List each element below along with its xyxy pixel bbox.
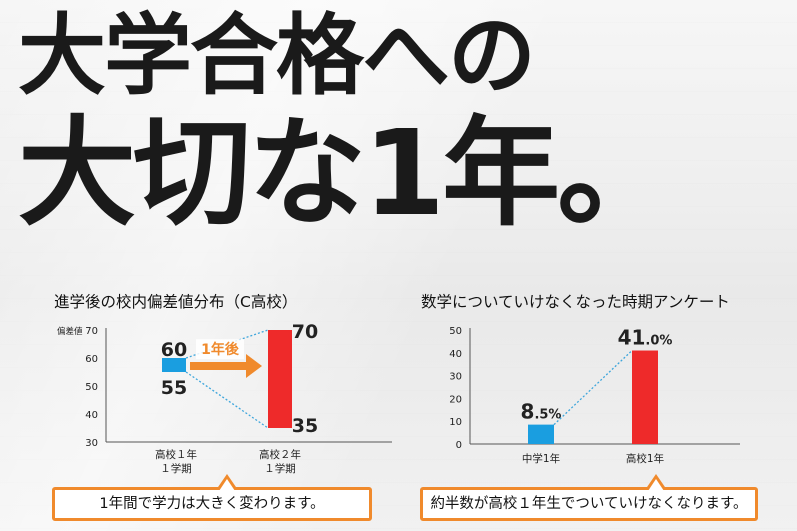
range-bar-year1 — [162, 358, 186, 372]
survey-bar-high-school-1 — [632, 350, 658, 444]
left-y-tick-label: 40 — [85, 410, 98, 421]
left-y-tick-label: 60 — [85, 354, 98, 365]
headline-line-2: 大切な1年。 — [18, 104, 675, 242]
survey-value-label-junior-high-1: 8.5% — [521, 400, 562, 424]
headline-line-1: 大学合格への — [18, 4, 536, 107]
left-category-label: 高校１年 — [155, 448, 197, 461]
right-y-tick-label: 50 — [449, 326, 462, 337]
connector-high — [185, 329, 269, 359]
arrow-label: 1年後 — [201, 341, 240, 358]
callout-left: 1年間で学力は大きく変わります。 — [52, 474, 372, 521]
label-year2-high: 70 — [292, 321, 318, 343]
growth-arrow-head — [246, 354, 262, 378]
right-y-tick-label: 0 — [456, 440, 462, 451]
right-category-label: 中学1年 — [522, 452, 560, 465]
connector-low — [185, 371, 269, 429]
growth-arrow-shaft — [190, 362, 248, 370]
right-y-tick-label: 40 — [449, 349, 462, 360]
left-category-label: 高校２年 — [259, 448, 301, 461]
label-year2-low: 35 — [292, 415, 318, 437]
left-category-label: １学期 — [160, 462, 192, 475]
right-y-tick-label: 10 — [449, 417, 462, 428]
right-category-label: 高校1年 — [626, 452, 664, 465]
left-y-tick-label: 70 — [85, 326, 98, 337]
arrow-label-bg — [196, 339, 244, 360]
label-year1-low: 55 — [161, 377, 187, 399]
range-bar-year2 — [268, 330, 292, 428]
right-y-tick-label: 20 — [449, 394, 462, 405]
left-category-label: １学期 — [264, 462, 296, 475]
callout-right: 約半数が高校１年生でついていけなくなります。 — [420, 474, 758, 521]
chart-title-right: 数学についていけなくなった時期アンケート — [421, 293, 730, 311]
survey-connector — [553, 350, 633, 426]
right-y-tick-label: 30 — [449, 372, 462, 383]
left-y-tick-label: 50 — [85, 382, 98, 393]
survey-bar-junior-high-1 — [528, 424, 554, 444]
left-y-axis-label: 偏差値 — [57, 326, 83, 337]
label-year1-high: 60 — [161, 339, 187, 361]
chart-title-left: 進学後の校内偏差値分布（C高校） — [54, 293, 298, 311]
left-y-tick-label: 30 — [85, 438, 98, 449]
survey-value-label-high-school-1: 41.0% — [618, 326, 673, 350]
